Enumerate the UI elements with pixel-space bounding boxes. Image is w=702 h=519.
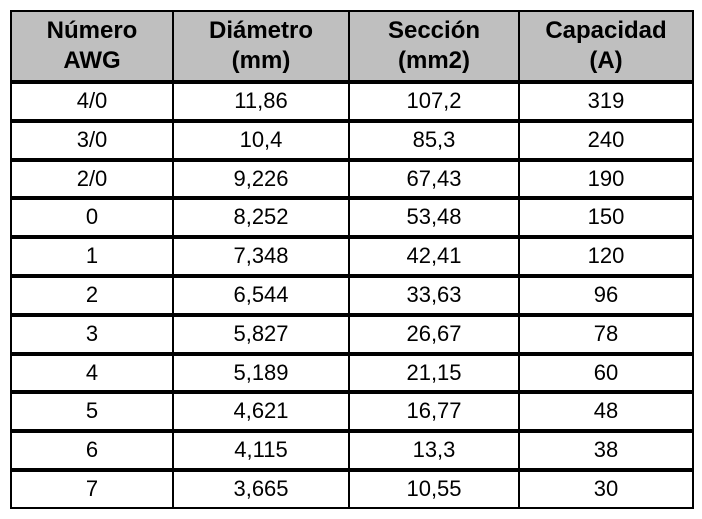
col-header-secc-l2: (mm2) (398, 47, 470, 74)
col-header-awg: Número AWG (11, 11, 173, 82)
cell-diam: 5,827 (173, 315, 349, 354)
cell-cap: 190 (519, 160, 693, 199)
cell-secc: 26,67 (349, 315, 519, 354)
cell-diam: 11,86 (173, 82, 349, 121)
cell-cap: 240 (519, 121, 693, 160)
table-row: 2/0 9,226 67,43 190 (11, 160, 693, 199)
cell-awg: 4 (11, 354, 173, 393)
table-row: 0 8,252 53,48 150 (11, 198, 693, 237)
col-header-cap: Capacidad (A) (519, 11, 693, 82)
cell-secc: 21,15 (349, 354, 519, 393)
cell-awg: 7 (11, 470, 173, 508)
col-header-diam: Diámetro (mm) (173, 11, 349, 82)
table-row: 1 7,348 42,41 120 (11, 237, 693, 276)
cell-awg: 3 (11, 315, 173, 354)
cell-secc: 13,3 (349, 431, 519, 470)
cell-awg: 3/0 (11, 121, 173, 160)
col-header-secc-l1: Sección (388, 17, 480, 44)
cell-cap: 60 (519, 354, 693, 393)
col-header-cap-l2: (A) (589, 47, 622, 74)
table-row: 4 5,189 21,15 60 (11, 354, 693, 393)
col-header-awg-l1: Número (47, 17, 138, 44)
cell-cap: 38 (519, 431, 693, 470)
col-header-cap-l1: Capacidad (545, 17, 666, 44)
table-row: 5 4,621 16,77 48 (11, 392, 693, 431)
cell-diam: 9,226 (173, 160, 349, 199)
col-header-diam-l2: (mm) (232, 47, 291, 74)
cell-secc: 53,48 (349, 198, 519, 237)
cell-awg: 6 (11, 431, 173, 470)
cell-cap: 30 (519, 470, 693, 508)
cell-cap: 150 (519, 198, 693, 237)
table-row: 7 3,665 10,55 30 (11, 470, 693, 508)
table-row: 2 6,544 33,63 96 (11, 276, 693, 315)
cell-diam: 4,621 (173, 392, 349, 431)
cell-diam: 5,189 (173, 354, 349, 393)
col-header-awg-l2: AWG (63, 47, 120, 74)
cell-cap: 319 (519, 82, 693, 121)
cell-awg: 2 (11, 276, 173, 315)
cell-secc: 67,43 (349, 160, 519, 199)
cell-secc: 107,2 (349, 82, 519, 121)
cell-awg: 1 (11, 237, 173, 276)
table-row: 3/0 10,4 85,3 240 (11, 121, 693, 160)
cell-secc: 33,63 (349, 276, 519, 315)
cell-secc: 42,41 (349, 237, 519, 276)
table-header-row: Número AWG Diámetro (mm) Sección (mm2) C… (11, 11, 693, 82)
col-header-diam-l1: Diámetro (209, 17, 313, 44)
cell-diam: 8,252 (173, 198, 349, 237)
cell-diam: 3,665 (173, 470, 349, 508)
cell-diam: 4,115 (173, 431, 349, 470)
col-header-secc: Sección (mm2) (349, 11, 519, 82)
table-body: 4/0 11,86 107,2 319 3/0 10,4 85,3 240 2/… (11, 82, 693, 508)
cell-secc: 10,55 (349, 470, 519, 508)
table-row: 4/0 11,86 107,2 319 (11, 82, 693, 121)
cell-awg: 4/0 (11, 82, 173, 121)
awg-table: Número AWG Diámetro (mm) Sección (mm2) C… (10, 10, 694, 509)
table-row: 3 5,827 26,67 78 (11, 315, 693, 354)
cell-cap: 78 (519, 315, 693, 354)
cell-awg: 2/0 (11, 160, 173, 199)
cell-diam: 7,348 (173, 237, 349, 276)
cell-secc: 85,3 (349, 121, 519, 160)
cell-cap: 96 (519, 276, 693, 315)
cell-diam: 6,544 (173, 276, 349, 315)
cell-awg: 0 (11, 198, 173, 237)
cell-diam: 10,4 (173, 121, 349, 160)
cell-cap: 120 (519, 237, 693, 276)
cell-cap: 48 (519, 392, 693, 431)
cell-awg: 5 (11, 392, 173, 431)
cell-secc: 16,77 (349, 392, 519, 431)
table-row: 6 4,115 13,3 38 (11, 431, 693, 470)
